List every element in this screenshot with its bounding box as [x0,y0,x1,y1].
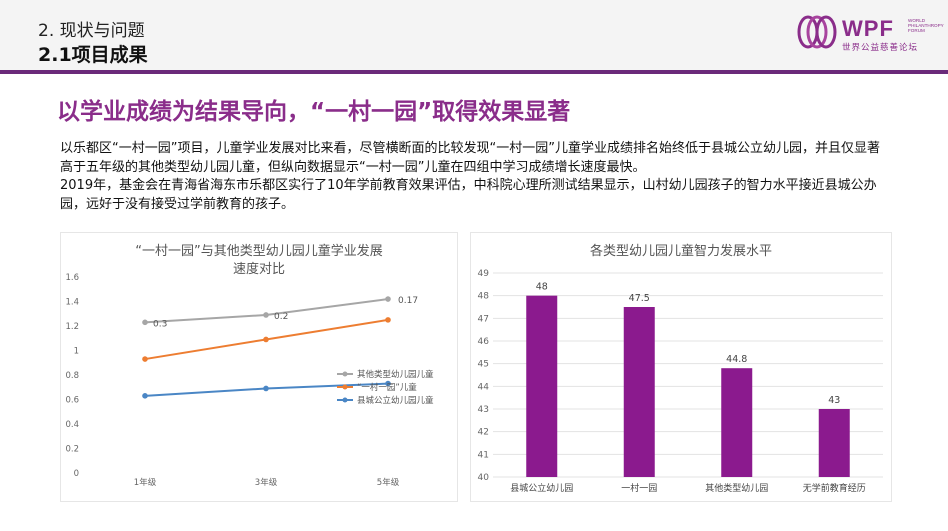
y-tick-label: 0.4 [65,420,79,430]
y-tick-label: 1.6 [65,273,79,283]
bar [526,295,558,477]
y-tick-label: 45 [478,360,489,370]
y-tick-label: 1.2 [65,322,79,332]
logo-small-line: PHILANTHROPY [908,23,944,28]
y-tick-label: 44 [478,382,490,392]
paragraph: 2019年，基金会在青海省海东市乐都区实行了10年学前教育效果评估，中科院心理所… [60,178,877,212]
x-tick-label: 其他类型幼儿园 [705,482,768,494]
y-tick-label: 46 [478,337,490,347]
logo-mark: WPF [842,16,894,41]
wpf-rings-icon [797,15,837,49]
y-tick-label: 0.8 [65,371,79,381]
bar-value-label: 47.5 [629,293,650,304]
y-tick-label: 42 [478,428,489,438]
header-accent-bar [0,70,948,74]
y-tick-label: 47 [478,314,489,324]
chart-title: 各类型幼儿园儿童智力发展水平 [590,243,772,259]
body-text: 以乐都区“一村一园”项目，儿童学业发展对比来看，尽管横断面的比较发现“一村一园”… [60,140,890,214]
bar-value-label: 48 [536,282,548,293]
logo-cn-text: 世界公益慈善论坛 [842,43,919,53]
legend-swatch-marker [342,397,348,403]
y-tick-label: 1.4 [65,298,79,308]
bar [623,307,655,477]
subsection-title: 2.1项目成果 [38,44,148,66]
logo-small-text: WORLD PHILANTHROPY FORUM [908,18,944,33]
data-label: 0.3 [153,319,167,329]
data-point [385,317,391,323]
y-tick-label: 40 [478,473,490,483]
wpf-logo: WPF WORLD PHILANTHROPY FORUM 世界公益慈善论坛 [796,14,944,54]
y-tick-label: 41 [478,450,489,460]
y-tick-label: 0 [74,469,79,479]
header: 2. 现状与问题 2.1项目成果 WPF WORLD PHILANTHROPY … [0,0,948,74]
bar-value-label: 44.8 [726,354,747,365]
x-tick-label: 一村一园 [621,482,657,494]
bar [721,368,753,477]
data-point [263,336,269,343]
x-tick-label: 5年级 [377,477,400,488]
legend-label: “一村一园”儿童 [357,382,417,393]
legend-swatch-marker [342,384,348,390]
x-tick-label: 1年级 [134,477,157,488]
bar-chart-panel: 各类型幼儿园儿童智力发展水平 40 41 42 43 44 45 46 47 48 49 48 县城公立… [470,232,892,502]
data-point [263,385,269,392]
line-chart-panel: “一村一园”与其他类型幼儿园儿童学业发展 速度对比 0 0.2 0.4 0.6 0.8 1 1.… [60,232,458,502]
data-point [142,319,148,326]
data-point [263,312,269,318]
slide-headline: 以学业成绩为结果导向，“一村一园”取得效果显著 [57,99,571,125]
x-tick-label: 县城公立幼儿园 [510,482,573,494]
x-tick-label: 无学前教育经历 [803,482,866,494]
data-point [385,380,391,387]
y-tick-label: 0.2 [65,445,79,455]
legend-label: 县城公立幼儿园儿童 [357,395,434,406]
bar-chart: 各类型幼儿园儿童智力发展水平 40 41 42 43 44 45 46 47 48 49 48 县城公立… [478,243,883,494]
data-point [142,393,148,399]
legend-label: 其他类型幼儿园儿童 [357,369,434,380]
bar [818,409,850,477]
x-tick-label: 3年级 [255,477,278,488]
y-tick-label: 49 [478,269,490,279]
chart-title-line: “一村一园”与其他类型幼儿园儿童学业发展 [135,243,382,259]
y-tick-label: 0.6 [65,396,79,406]
data-label: 0.2 [274,312,288,322]
legend-swatch-marker [342,371,348,377]
y-tick-label: 43 [478,405,489,415]
y-tick-label: 1 [74,347,79,357]
data-label: 0.17 [398,296,418,306]
paragraph: 以乐都区“一村一园”项目，儿童学业发展对比来看，尽管横断面的比较发现“一村一园”… [60,141,880,175]
data-point [142,356,148,362]
series-line [144,298,389,324]
y-tick-label: 48 [478,292,490,302]
bar-value-label: 43 [828,395,840,406]
section-title: 2. 现状与问题 [38,21,145,41]
logo-small-line: WORLD [908,18,926,23]
logo-small-line: FORUM [908,28,925,33]
data-point [385,296,391,302]
chart-title-line: 速度对比 [233,261,285,277]
